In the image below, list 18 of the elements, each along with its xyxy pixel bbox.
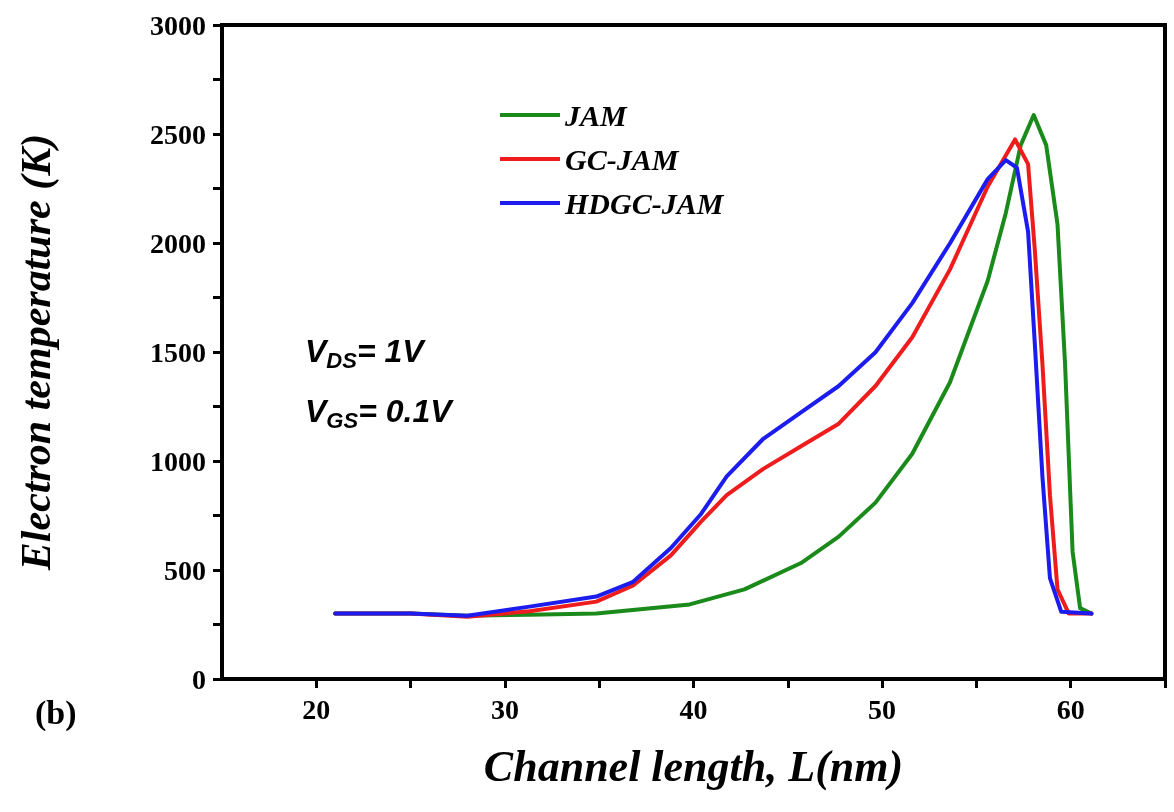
x-axis-title: Channel length, L(nm) bbox=[483, 741, 904, 791]
y-tick-label: 3000 bbox=[150, 9, 206, 41]
y-axis-title: Electron temperature (K) bbox=[13, 133, 60, 572]
y-tick-label: 1000 bbox=[150, 445, 206, 477]
y-tick-label: 0 bbox=[192, 663, 206, 695]
x-tick-label: 30 bbox=[490, 693, 519, 725]
y-tick-label: 1500 bbox=[150, 336, 206, 368]
x-tick-label: 20 bbox=[302, 693, 331, 725]
y-tick-label: 2000 bbox=[150, 227, 206, 259]
legend-label: JAM bbox=[564, 98, 629, 132]
x-tick-label: 60 bbox=[1056, 693, 1085, 725]
legend-label: GC-JAM bbox=[565, 142, 680, 176]
y-tick-label: 2500 bbox=[150, 118, 206, 150]
legend-label: HDGC-JAM bbox=[564, 186, 725, 220]
x-tick-label: 40 bbox=[679, 693, 708, 725]
y-tick-label: 500 bbox=[164, 554, 206, 586]
x-tick-label: 50 bbox=[868, 693, 897, 725]
text: (b) bbox=[35, 693, 77, 732]
